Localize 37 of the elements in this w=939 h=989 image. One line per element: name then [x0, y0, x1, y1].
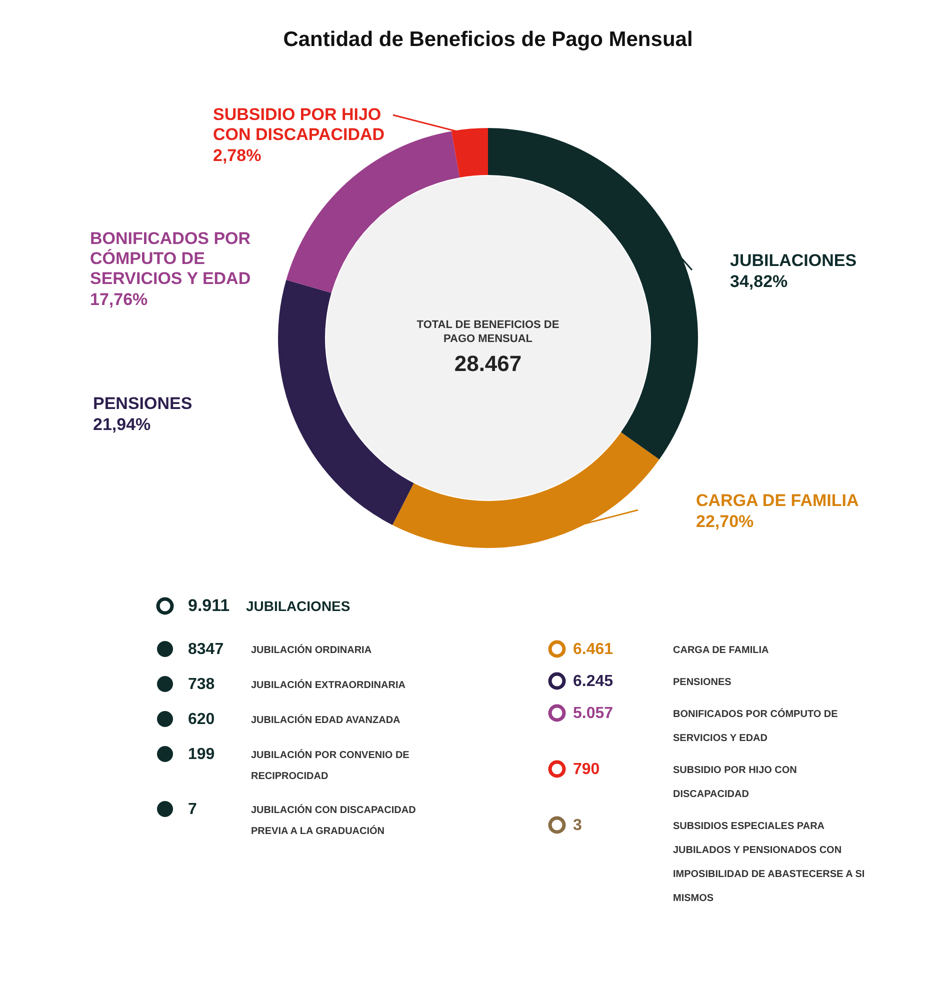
text: JUBILACIÓN EXTRAORDINARIA — [251, 679, 406, 691]
text: 6.245 — [573, 673, 614, 690]
text: 5.057 — [573, 705, 614, 722]
text: TOTAL DE BENEFICIOS DE PAGO MENSUAL — [416, 319, 560, 345]
text: 6.461 — [573, 641, 614, 658]
text: 8347 — [188, 641, 224, 658]
text: 738 — [188, 676, 215, 693]
text: 7 — [188, 801, 197, 818]
text: 620 — [188, 711, 215, 728]
data-label: 2,78% — [213, 146, 262, 165]
chart-title: Cantidad de Beneficios de Pago Mensual — [283, 28, 693, 51]
data-label: 21,94% — [93, 415, 151, 434]
text: 199 — [188, 746, 215, 763]
text: JUBILACIONES — [246, 598, 350, 614]
text: JUBILACIÓN EDAD AVANZADA — [251, 714, 400, 726]
text: 9.911 — [188, 596, 230, 615]
text: PENSIONES — [673, 677, 732, 688]
text: BONIFICADOS POR CÓMPUTO DE SERVICIOS Y EDAD — [673, 709, 838, 744]
slice-label: SUBSIDIO POR HIJO CON DISCAPACIDAD — [213, 105, 385, 144]
data-label: 34,82% — [730, 272, 788, 291]
slice-label: CARGA DE FAMILIA — [696, 491, 859, 510]
donut-slice — [392, 432, 660, 548]
slice-label: PENSIONES — [93, 394, 192, 413]
text: CARGA DE FAMILIA — [673, 645, 769, 656]
data-label: 17,76% — [90, 290, 148, 309]
text: 3 — [573, 817, 582, 834]
text: JUBILACIÓN ORDINARIA — [251, 644, 372, 656]
data-label: 22,70% — [696, 512, 754, 531]
text: SUBSIDIOS ESPECIALES PARA JUBILADOS Y PENSIONADOS CON IMPOSIBILIDAD DE ABASTECERSE A SI MISMOS — [673, 821, 865, 904]
text: 28.467 — [454, 351, 522, 376]
slice-label: BONIFICADOS POR CÓMPUTO DE SERVICIOS Y EDAD — [90, 229, 251, 288]
text: JUBILACIÓN POR CONVENIO DE RECIPROCIDAD — [251, 749, 410, 782]
donut-slice — [278, 280, 414, 525]
text: SUBSIDIO POR HIJO CON DISCAPACIDAD — [673, 765, 797, 800]
text: JUBILACIÓN CON DISCAPACIDAD PREVIA A LA GRADUACIÓN — [251, 804, 416, 837]
legend-label: JUBILACIONES — [730, 251, 857, 270]
text: 790 — [573, 761, 600, 778]
